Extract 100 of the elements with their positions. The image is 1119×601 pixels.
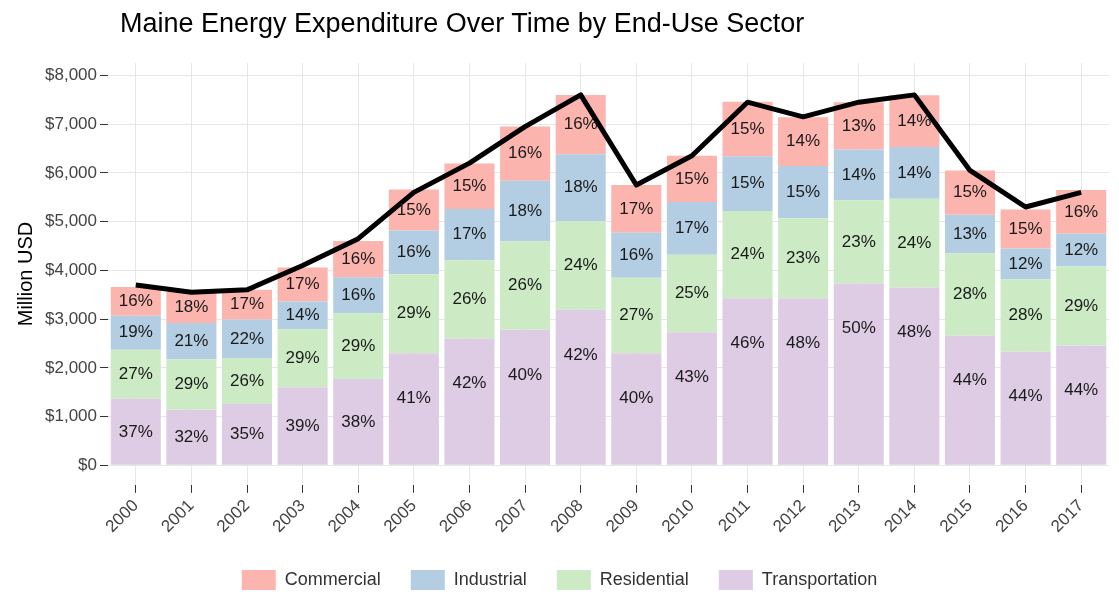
annotation: 16% — [619, 244, 654, 264]
bar — [333, 379, 384, 465]
y-tick-label: $0 — [78, 455, 97, 475]
annotation: 24% — [563, 255, 598, 275]
bar — [778, 166, 829, 219]
annotation: 39% — [285, 416, 320, 436]
annotation: 14% — [786, 131, 821, 151]
annotation: 18% — [508, 200, 543, 220]
annotation: 28% — [952, 284, 987, 304]
annotation: 16% — [341, 284, 376, 304]
annotation: 28% — [1008, 305, 1043, 325]
y-tick-label: $6,000 — [45, 162, 97, 182]
bar — [500, 329, 551, 465]
annotation: 18% — [174, 297, 209, 317]
annotation: 12% — [1064, 239, 1099, 259]
annotation: 23% — [841, 231, 876, 251]
annotation: 41% — [396, 387, 431, 407]
bar — [166, 409, 217, 465]
bar — [944, 253, 995, 336]
annotation: 26% — [230, 370, 265, 390]
annotation: 29% — [341, 335, 376, 355]
bar — [833, 283, 884, 465]
bar — [722, 298, 773, 465]
bar — [110, 349, 161, 399]
annotation: 27% — [619, 305, 654, 325]
annotation: 14% — [897, 110, 932, 130]
annotation: 40% — [508, 364, 543, 384]
bar — [555, 309, 606, 465]
annotation: 27% — [118, 363, 153, 383]
annotation: 25% — [674, 283, 709, 303]
annotation: 44% — [1064, 380, 1099, 400]
chart-title: Maine Energy Expenditure Over Time by End-Use Sector — [120, 8, 805, 39]
annotation: 26% — [508, 275, 543, 295]
bar — [666, 202, 717, 255]
bar — [778, 117, 829, 167]
bar — [833, 149, 884, 201]
y-tick-label: $5,000 — [45, 211, 97, 231]
annotation: 50% — [841, 318, 876, 338]
annotation: 15% — [952, 182, 987, 202]
bar — [1000, 351, 1051, 465]
annotation: 44% — [952, 370, 987, 390]
annotation: 29% — [396, 303, 431, 323]
bar — [611, 232, 662, 278]
annotation: 19% — [118, 322, 153, 342]
annotation: 48% — [786, 332, 821, 352]
annotation: 16% — [118, 291, 153, 310]
bar — [444, 208, 495, 261]
annotation: 43% — [674, 366, 709, 386]
bar — [388, 353, 439, 465]
bar — [611, 185, 662, 233]
annotation: 44% — [1008, 386, 1043, 406]
bar — [277, 329, 328, 388]
bar — [944, 335, 995, 465]
y-tick-label: $7,000 — [45, 113, 97, 133]
bar — [444, 260, 495, 339]
bar — [778, 218, 829, 299]
bar — [110, 398, 161, 465]
bar — [666, 254, 717, 333]
annotation: 16% — [508, 143, 543, 163]
legend-label: Industrial — [453, 568, 527, 589]
annotation: 15% — [730, 173, 765, 193]
annotation: 29% — [1064, 295, 1099, 315]
annotation: 35% — [230, 424, 265, 444]
bar — [500, 180, 551, 242]
annotation: 15% — [1008, 218, 1043, 238]
annotation: 38% — [341, 411, 376, 431]
annotation: 17% — [619, 198, 654, 218]
bar — [722, 210, 773, 299]
bar — [666, 332, 717, 465]
bar — [555, 221, 606, 310]
bar — [388, 274, 439, 354]
y-tick-label: $4,000 — [45, 260, 97, 280]
bar — [277, 387, 328, 465]
annotation: 14% — [841, 164, 876, 184]
bar — [333, 313, 384, 380]
annotation: 17% — [674, 218, 709, 238]
annotation: 37% — [118, 421, 153, 441]
annotation: 17% — [230, 294, 265, 314]
annotation: 15% — [452, 175, 487, 195]
bar — [166, 359, 217, 410]
bar — [444, 338, 495, 465]
annotation: 12% — [1008, 253, 1043, 273]
annotation: 40% — [619, 387, 654, 407]
annotation: 13% — [841, 115, 876, 135]
bar — [889, 287, 940, 465]
annotation: 22% — [230, 328, 265, 348]
bar — [388, 230, 439, 275]
annotation: 14% — [285, 305, 320, 325]
y-tick-label: $1,000 — [45, 406, 97, 426]
annotation: 48% — [897, 322, 932, 342]
annotation: 13% — [952, 223, 987, 243]
annotation: 29% — [285, 348, 320, 368]
annotation: 24% — [730, 244, 765, 264]
bar — [833, 200, 884, 284]
annotation: 46% — [730, 332, 765, 352]
bar — [1056, 345, 1107, 465]
bar — [1056, 266, 1107, 346]
annotation: 16% — [563, 114, 598, 134]
y-tick-label: $8,000 — [45, 65, 97, 85]
bar — [222, 358, 273, 404]
